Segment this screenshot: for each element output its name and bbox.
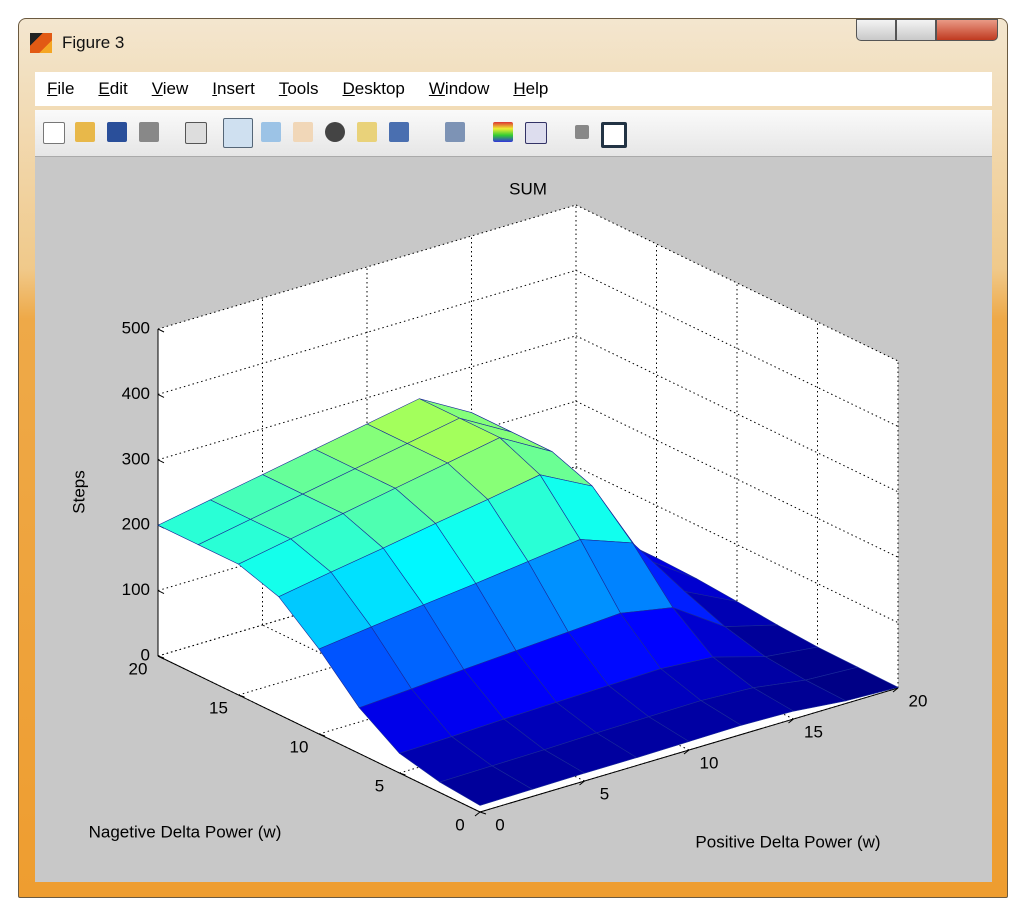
grid-line bbox=[575, 269, 899, 427]
y-tick-label: 10 bbox=[290, 737, 309, 756]
window-title: Figure 3 bbox=[62, 33, 125, 52]
x-axis-line bbox=[479, 687, 899, 813]
y-tick-label: 20 bbox=[129, 659, 148, 678]
x-tick-label: 0 bbox=[495, 815, 504, 834]
hide-tools-icon[interactable] bbox=[575, 125, 589, 139]
chart-title: SUM bbox=[509, 179, 547, 198]
menu-item[interactable]: Help bbox=[513, 79, 549, 98]
z-tick-label: 300 bbox=[122, 449, 150, 468]
x-tick-label: 20 bbox=[909, 691, 928, 710]
legend-icon[interactable] bbox=[525, 122, 547, 144]
grid-line bbox=[575, 400, 899, 558]
menu-item[interactable]: Tools bbox=[278, 79, 319, 98]
grid-line bbox=[157, 531, 577, 657]
grid-line bbox=[238, 570, 657, 696]
datacursor-icon[interactable] bbox=[357, 122, 377, 142]
select-icon[interactable] bbox=[185, 122, 207, 144]
x-tick-label: 5 bbox=[600, 784, 609, 803]
grid-line bbox=[575, 466, 899, 624]
app-icon bbox=[30, 33, 52, 53]
close-button[interactable] bbox=[936, 19, 998, 41]
new-icon[interactable] bbox=[43, 122, 65, 144]
z-tick-label: 200 bbox=[122, 515, 150, 534]
window-buttons bbox=[856, 19, 998, 41]
z-tick-label: 0 bbox=[141, 645, 150, 664]
colorbar-icon[interactable] bbox=[493, 122, 513, 142]
y-axis-line bbox=[157, 655, 481, 813]
y-tick-label: 15 bbox=[209, 698, 228, 717]
x-tick-label: 10 bbox=[700, 753, 719, 772]
x-tick-label: 15 bbox=[804, 722, 823, 741]
rotate-icon[interactable] bbox=[325, 122, 345, 142]
menu-item[interactable]: Desktop bbox=[342, 79, 405, 98]
grid-line bbox=[575, 204, 899, 362]
link-icon[interactable] bbox=[445, 122, 465, 142]
title-bar: Figure 3 bbox=[30, 28, 124, 58]
y-axis-label: Nagetive Delta Power (w) bbox=[89, 822, 282, 841]
menu-item[interactable]: View bbox=[151, 79, 189, 98]
save-icon[interactable] bbox=[107, 122, 127, 142]
surface-cell bbox=[439, 765, 533, 806]
menu-item[interactable]: File bbox=[47, 79, 75, 98]
y-tick-label: 5 bbox=[375, 776, 384, 795]
menu-item[interactable]: Window bbox=[428, 79, 490, 98]
print-icon[interactable] bbox=[139, 122, 159, 142]
open-icon[interactable] bbox=[75, 122, 95, 142]
tick-mark bbox=[157, 459, 165, 464]
tick-mark bbox=[474, 811, 481, 817]
tick-mark bbox=[479, 811, 487, 815]
pan-icon[interactable] bbox=[293, 122, 313, 142]
z-axis-label: Steps bbox=[69, 470, 88, 513]
zoom-in-icon[interactable] bbox=[223, 118, 253, 148]
y-tick-label: 0 bbox=[455, 815, 464, 834]
grid-line bbox=[575, 335, 899, 493]
brush-icon[interactable] bbox=[389, 122, 409, 142]
grid-line bbox=[157, 269, 577, 395]
maximize-button[interactable] bbox=[896, 19, 936, 41]
z-tick-label: 500 bbox=[122, 318, 150, 337]
minimize-button[interactable] bbox=[856, 19, 896, 41]
tick-mark bbox=[157, 590, 165, 595]
x-axis-label: Positive Delta Power (w) bbox=[695, 832, 880, 851]
show-tools-icon[interactable] bbox=[601, 122, 627, 148]
z-tick-label: 100 bbox=[122, 580, 150, 599]
zoom-out-icon[interactable] bbox=[261, 122, 281, 142]
menu-item[interactable]: Insert bbox=[212, 79, 255, 98]
grid-line bbox=[157, 466, 577, 592]
tick-mark bbox=[157, 328, 165, 333]
z-tick-label: 400 bbox=[122, 384, 150, 403]
menu-bar: File Edit View Insert Tools Desktop Window Help bbox=[35, 72, 992, 106]
toolbar bbox=[35, 110, 992, 157]
tick-mark bbox=[157, 393, 165, 398]
menu-item[interactable]: Edit bbox=[98, 79, 128, 98]
grid-line bbox=[157, 335, 577, 461]
grid-line bbox=[157, 204, 577, 330]
